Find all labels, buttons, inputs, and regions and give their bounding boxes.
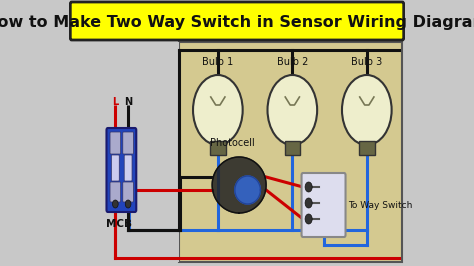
Text: Bulb 3: Bulb 3 xyxy=(351,57,383,67)
Circle shape xyxy=(305,198,312,208)
Circle shape xyxy=(193,75,243,145)
Bar xyxy=(179,42,402,262)
Text: Bulb 2: Bulb 2 xyxy=(277,57,308,67)
FancyBboxPatch shape xyxy=(301,173,346,237)
Text: To Way Switch: To Way Switch xyxy=(347,201,412,210)
FancyBboxPatch shape xyxy=(123,182,134,202)
Polygon shape xyxy=(235,176,260,204)
FancyBboxPatch shape xyxy=(110,132,121,154)
FancyBboxPatch shape xyxy=(111,155,119,181)
Text: Photocell: Photocell xyxy=(210,138,255,148)
Bar xyxy=(284,141,300,155)
Circle shape xyxy=(112,200,118,208)
Polygon shape xyxy=(212,157,266,213)
Circle shape xyxy=(342,75,392,145)
Text: N: N xyxy=(124,97,132,107)
Text: Bulb 1: Bulb 1 xyxy=(202,57,234,67)
Text: MCB: MCB xyxy=(107,219,132,229)
FancyBboxPatch shape xyxy=(107,128,136,212)
Text: L: L xyxy=(112,97,118,107)
FancyBboxPatch shape xyxy=(110,182,121,202)
FancyBboxPatch shape xyxy=(124,155,132,181)
FancyBboxPatch shape xyxy=(123,132,134,154)
Bar xyxy=(72,42,179,262)
Circle shape xyxy=(267,75,317,145)
Bar xyxy=(210,141,226,155)
Circle shape xyxy=(125,200,131,208)
Bar xyxy=(359,141,374,155)
FancyBboxPatch shape xyxy=(70,2,404,40)
Circle shape xyxy=(305,214,312,224)
Circle shape xyxy=(305,182,312,192)
Text: How to Make Two Way Switch in Sensor Wiring Diagram: How to Make Two Way Switch in Sensor Wir… xyxy=(0,15,474,30)
